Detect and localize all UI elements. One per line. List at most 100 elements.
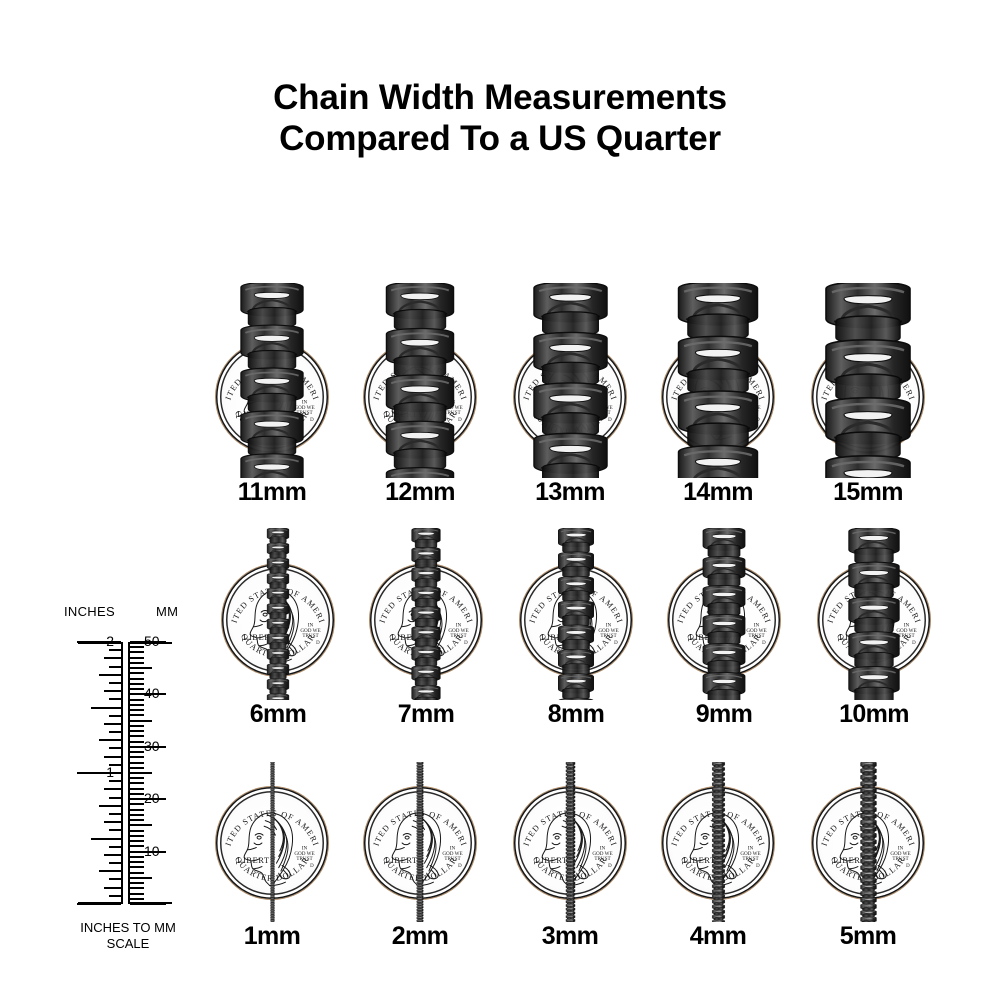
coin-text-mintmark: D: [310, 418, 314, 423]
ruler-tick-inch: [109, 649, 121, 652]
chain-sample-9mm: [699, 528, 749, 700]
chain-strand: [711, 762, 725, 922]
ruler-tick-inch: [104, 657, 121, 660]
ruler-tick-mm: [130, 808, 144, 811]
ruler-tick-inch: [104, 853, 121, 856]
ruler-tick-inch: [104, 886, 121, 889]
title-line-1: Chain Width Measurements: [273, 78, 727, 117]
ruler-tick-inch: [77, 772, 121, 774]
ruler-tick-mm: [130, 866, 144, 869]
chain-strand: [558, 528, 594, 700]
coin-text-mintmark: D: [458, 418, 462, 423]
ruler-rail-top-mm: [130, 642, 172, 644]
ruler-tick-mm: [130, 677, 144, 680]
ruler-tick-mm: [130, 735, 144, 738]
coin-text-in-god-we-trust: IN GOD WE TRUST: [294, 846, 314, 862]
ruler-tick-inch: [99, 804, 121, 807]
coin-text-mintmark: D: [906, 864, 910, 869]
coin-text-liberty: LIBERTY: [385, 856, 424, 865]
ruler-tick-inch: [109, 829, 121, 832]
page-title: Chain Width Measurements Compared To a U…: [0, 78, 1000, 159]
svg-text:TRUST: TRUST: [444, 856, 461, 862]
ruler-tick-mm: [130, 719, 152, 722]
ruler-tick-inch: [104, 788, 121, 791]
ruler-tick-mm: [130, 813, 144, 816]
ruler-tick-mm: [130, 840, 144, 843]
coin-text-mintmark: D: [316, 641, 320, 646]
coin-text-in-god-we-trust: IN GOD WE TRUST: [890, 846, 910, 862]
chain-size-label-12mm: 12mm: [385, 478, 455, 506]
ruler-footer-line-1: INCHES TO MM: [80, 919, 176, 935]
ruler-scale-body: 2 1 50 40 30 20 10: [58, 634, 198, 905]
chain-strand: [702, 528, 746, 700]
chain-strand: [411, 528, 441, 700]
ruler-tick-inch: [104, 722, 121, 725]
coin-text-in-god-we-trust: IN GOD WE TRUST: [442, 846, 462, 862]
ruler-tick-inch: [109, 681, 121, 684]
ruler-tick-mm: [130, 772, 152, 774]
coin-text-in-god-we-trust: IN GOD WE TRUST: [592, 846, 612, 862]
coin-text-mintmark: D: [762, 641, 766, 646]
ruler-tick-mm: [130, 882, 144, 885]
ruler-tick-mm: [130, 667, 152, 670]
ruler-tick-mm: [130, 855, 144, 858]
chain-sample-5mm: [859, 762, 878, 922]
chain-strand: [677, 283, 759, 478]
ruler-tick-mm: [130, 782, 144, 785]
svg-text:IN: IN: [898, 846, 904, 852]
svg-text:TRUST: TRUST: [600, 633, 617, 639]
svg-text:IN: IN: [308, 623, 314, 629]
ruler-tick-mm: [130, 656, 144, 659]
ruler-tick-inch: [91, 837, 121, 840]
svg-text:GOD WE: GOD WE: [442, 405, 462, 411]
coin-text-mintmark: D: [310, 864, 314, 869]
chain-strand: [859, 762, 877, 922]
ruler-spine-mm: [128, 642, 130, 904]
ruler-tick-inch: [99, 870, 121, 873]
ruler-footer: INCHES TO MM SCALE: [58, 920, 198, 953]
chain-sample-7mm: [409, 528, 443, 700]
ruler-tick-mm: [130, 850, 166, 853]
ruler-tick-inch: [91, 706, 121, 709]
coin-text-in-god-we-trust: IN GOD WE TRUST: [896, 623, 916, 639]
chain-size-label-4mm: 4mm: [689, 922, 747, 950]
chain-strand: [416, 762, 424, 922]
inches-to-mm-ruler: INCHES MM 2 1 50 40 30 20 10 INCHES TO MM SCAL…: [58, 604, 198, 952]
chain-size-label-7mm: 7mm: [397, 700, 455, 728]
svg-text:GOD WE: GOD WE: [448, 628, 468, 634]
svg-text:IN: IN: [450, 846, 456, 852]
ruler-tick-inch: [109, 731, 121, 734]
ruler-tick-mm: [130, 903, 166, 905]
chain-strand: [266, 528, 290, 700]
ruler-tick-inch: [109, 763, 121, 766]
chain-size-label-11mm: 11mm: [237, 478, 307, 506]
ruler-tick-inch: [109, 665, 121, 668]
ruler-tick-inch: [109, 812, 121, 815]
coin-text-mintmark: D: [608, 864, 612, 869]
coin-text-liberty: LIBERTY: [237, 856, 276, 865]
title-line-2: Compared To a US Quarter: [279, 118, 721, 158]
svg-text:GOD WE: GOD WE: [896, 628, 916, 634]
ruler-tick-inch: [109, 796, 121, 799]
ruler-tick-mm: [130, 661, 144, 664]
svg-text:TRUST: TRUST: [296, 856, 313, 862]
svg-text:TRUST: TRUST: [892, 856, 909, 862]
svg-text:TRUST: TRUST: [898, 633, 915, 639]
coin-text-mintmark: D: [912, 641, 916, 646]
ruler-tick-mm: [130, 819, 144, 822]
ruler-tick-mm: [130, 698, 144, 701]
ruler-tick-mm: [130, 751, 144, 754]
coin-text-in-god-we-trust: IN GOD WE TRUST: [740, 846, 760, 862]
ruler-tick-inch: [77, 641, 121, 643]
ruler-tick-mm: [130, 693, 166, 696]
coin-text-liberty: LIBERTY: [683, 856, 722, 865]
ruler-tick-inch: [109, 878, 121, 881]
ruler-spine-inches: [121, 642, 123, 904]
svg-text:GOD WE: GOD WE: [442, 851, 462, 857]
ruler-label-inch-2: 2: [106, 633, 114, 649]
ruler-tick-mm: [130, 730, 144, 733]
ruler-tick-mm: [130, 792, 144, 795]
coin-text-in-god-we-trust: IN GOD WE TRUST: [294, 400, 314, 416]
svg-text:IN: IN: [456, 623, 462, 629]
chain-sample-3mm: [565, 762, 576, 922]
